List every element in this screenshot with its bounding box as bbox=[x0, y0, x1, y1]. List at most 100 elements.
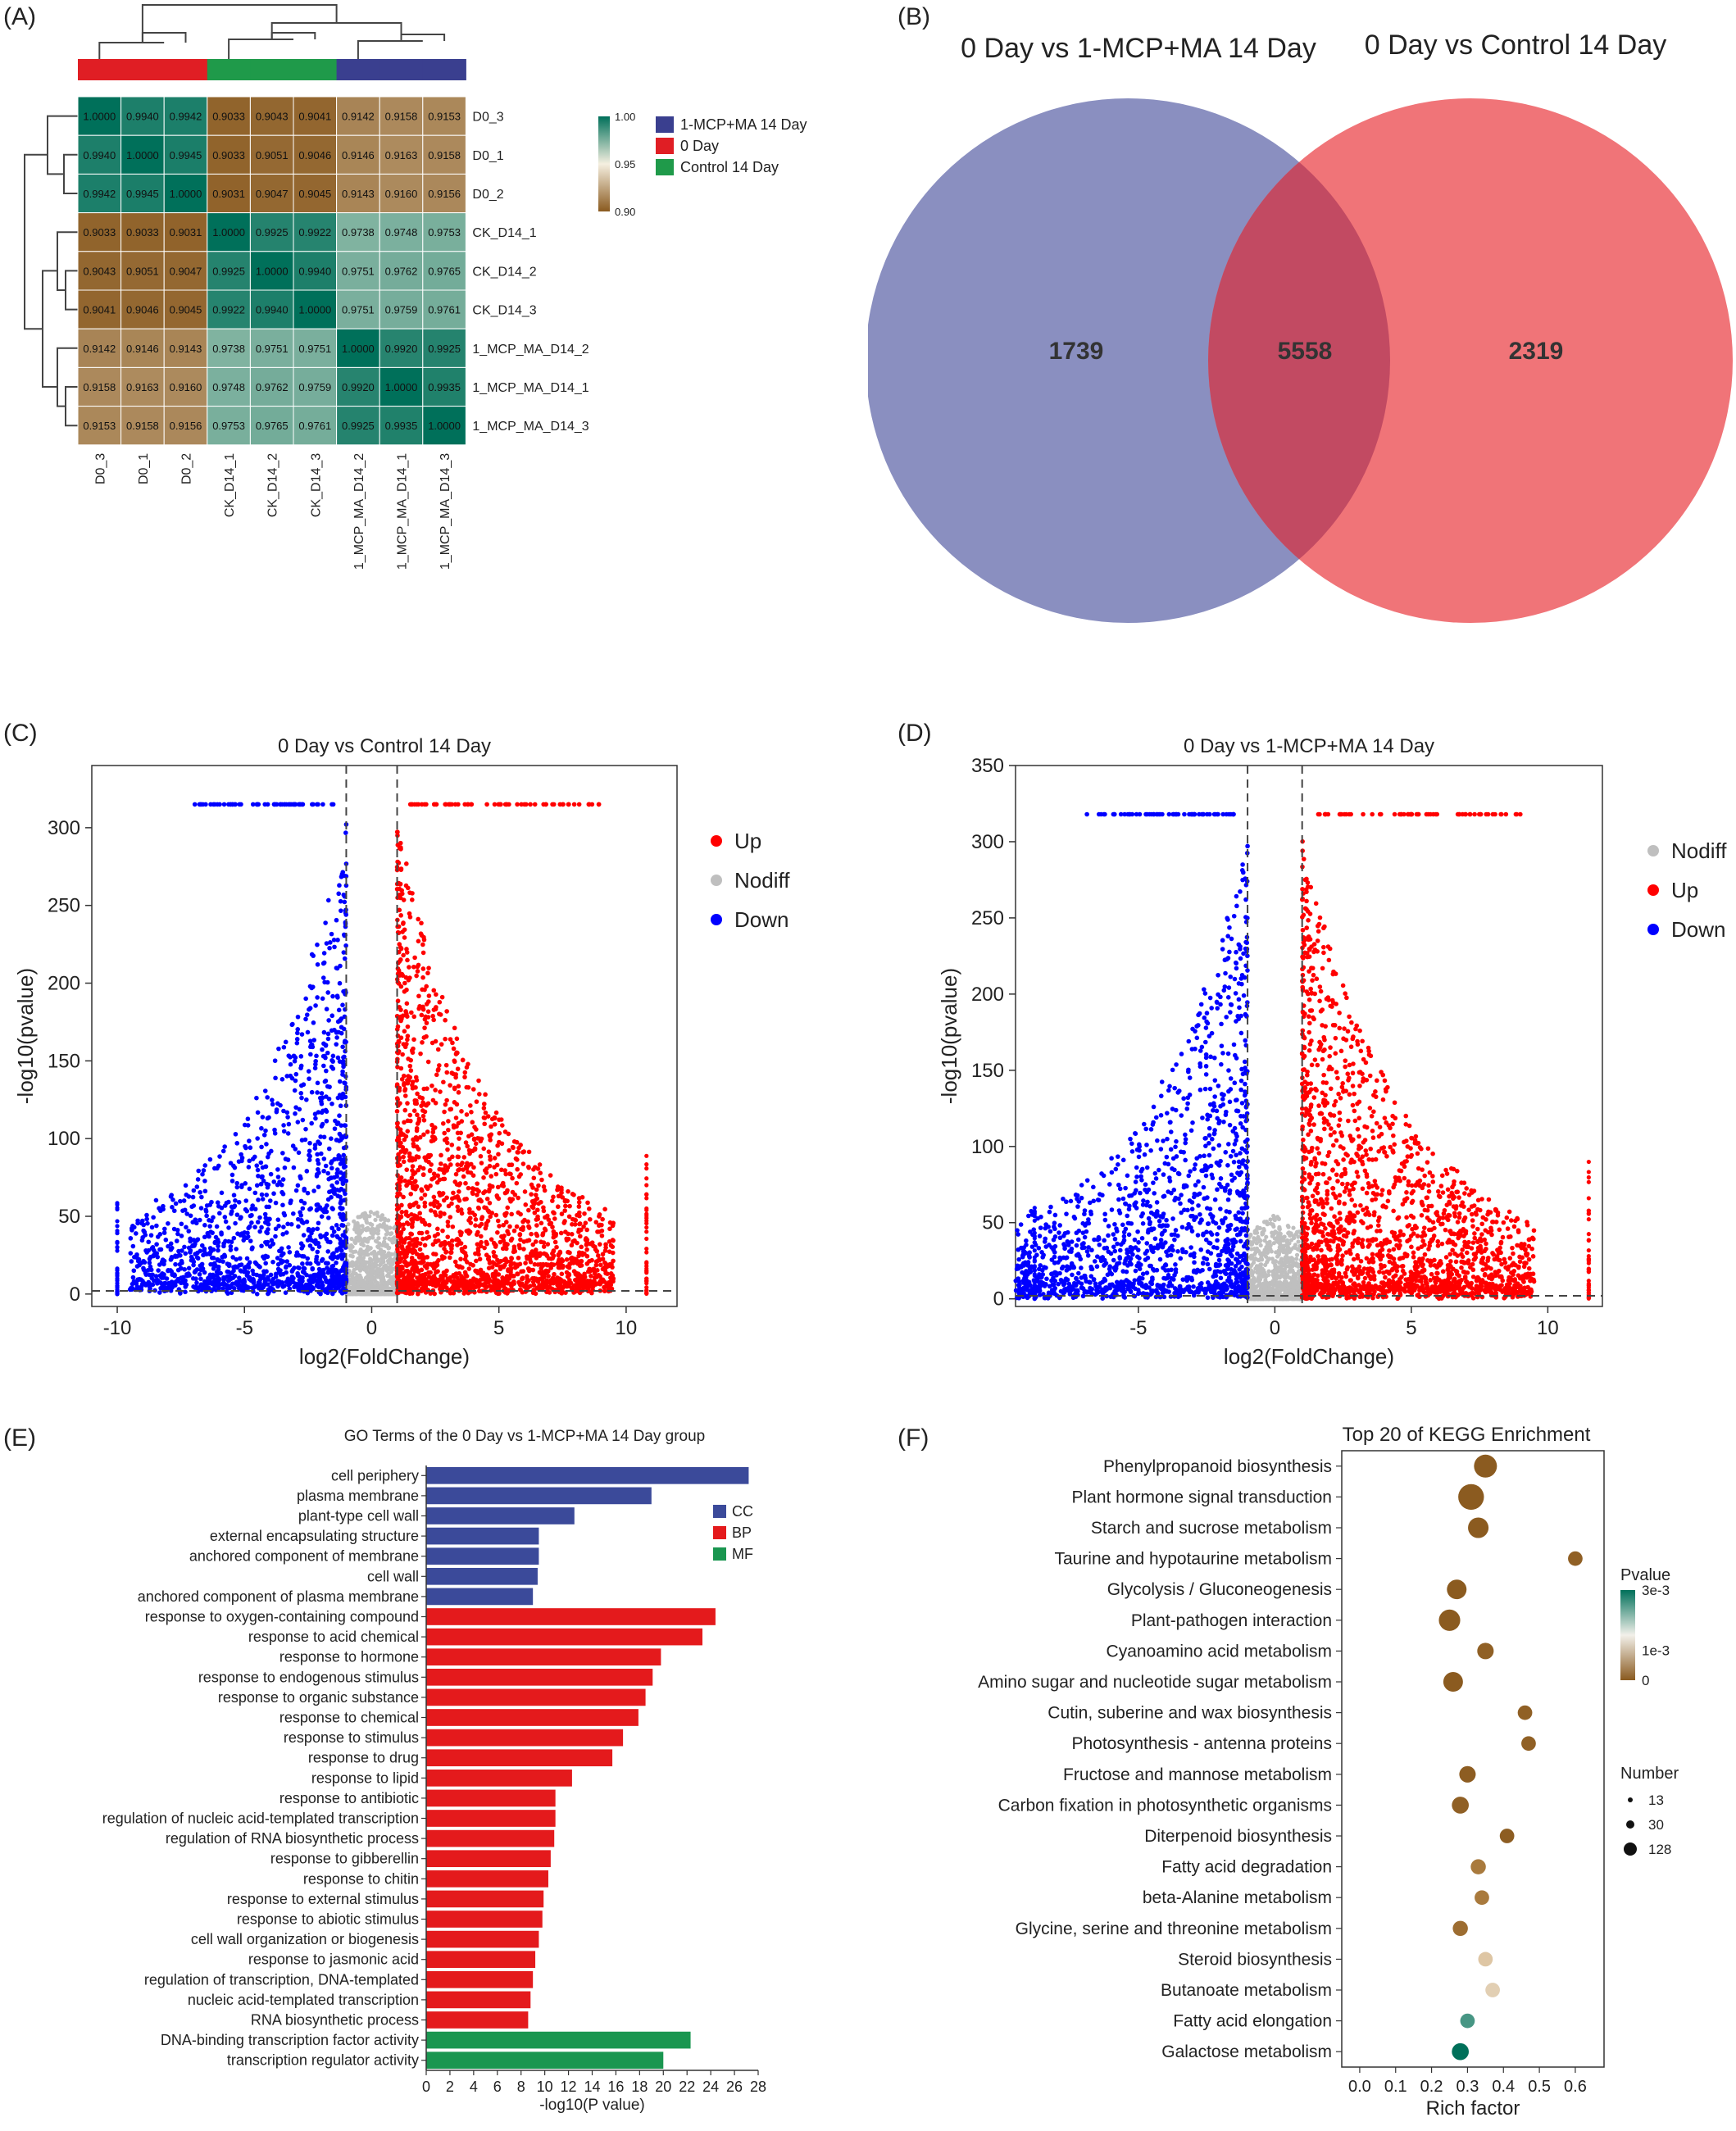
nodiff-point bbox=[361, 1256, 366, 1261]
up-point bbox=[429, 1083, 434, 1088]
up-point bbox=[398, 845, 403, 850]
up-point bbox=[519, 1276, 525, 1282]
down-point bbox=[268, 1171, 274, 1177]
panel-label-a: (A) bbox=[3, 3, 36, 30]
up-point bbox=[464, 1197, 469, 1202]
up-point bbox=[422, 1193, 428, 1197]
up-point bbox=[426, 1270, 431, 1275]
up-point bbox=[435, 1173, 440, 1179]
down-point bbox=[201, 1252, 206, 1258]
up-point bbox=[467, 1206, 472, 1212]
down-point bbox=[254, 1163, 260, 1168]
down-point bbox=[234, 1141, 240, 1146]
down-point bbox=[298, 1174, 302, 1179]
heatmap-cell bbox=[120, 251, 165, 291]
down-point bbox=[273, 1200, 279, 1206]
down-point bbox=[267, 1198, 273, 1203]
nodiff-point bbox=[386, 1260, 391, 1265]
nodiff-point bbox=[369, 1230, 375, 1235]
heatmap-cell-label: 0.9753 bbox=[212, 420, 245, 432]
heatmap-cell bbox=[422, 328, 466, 368]
down-point bbox=[166, 1284, 171, 1290]
down-point bbox=[309, 1238, 314, 1243]
panel-label-b: (B) bbox=[898, 3, 930, 30]
heatmap-cell-label: 0.9047 bbox=[170, 265, 202, 277]
down-point bbox=[151, 1278, 157, 1283]
up-point bbox=[566, 1265, 572, 1270]
nodiff-point bbox=[368, 1256, 373, 1261]
down-point bbox=[232, 1165, 238, 1170]
down-point bbox=[154, 1223, 159, 1229]
down-point bbox=[243, 1198, 249, 1203]
up-point bbox=[488, 1214, 493, 1220]
heatmap-col-label: D0_2 bbox=[180, 453, 194, 484]
up-point bbox=[426, 1222, 432, 1228]
up-point bbox=[470, 1210, 475, 1215]
up-point bbox=[644, 1291, 649, 1296]
heatmap-cell-label: 0.9046 bbox=[298, 149, 331, 161]
down-point bbox=[300, 1206, 306, 1211]
down-point bbox=[291, 1053, 297, 1059]
up-point bbox=[397, 892, 402, 897]
down-point bbox=[239, 1262, 244, 1267]
down-point bbox=[280, 1202, 285, 1208]
nodiff-point bbox=[360, 1283, 365, 1288]
up-point bbox=[564, 1256, 570, 1262]
down-point bbox=[277, 1179, 282, 1185]
up-point bbox=[560, 1265, 566, 1270]
up-point bbox=[525, 1274, 529, 1279]
up-point bbox=[396, 968, 402, 973]
down-point bbox=[319, 1151, 324, 1156]
heatmap-row-label: CK_D14_2 bbox=[472, 265, 536, 279]
heatmap-row-label: D0_1 bbox=[472, 149, 503, 163]
up-point bbox=[560, 1195, 566, 1200]
down-point bbox=[300, 802, 306, 807]
up-point bbox=[470, 1282, 476, 1288]
down-point bbox=[338, 963, 343, 969]
up-point bbox=[410, 897, 415, 902]
up-point bbox=[443, 1062, 449, 1068]
down-point bbox=[275, 1217, 281, 1222]
up-point bbox=[644, 1220, 649, 1226]
up-point bbox=[459, 1211, 465, 1216]
up-point bbox=[559, 1211, 565, 1216]
heatmap-col-label: D0_1 bbox=[137, 453, 151, 484]
up-point bbox=[510, 1175, 515, 1181]
up-point bbox=[644, 1260, 649, 1265]
up-point bbox=[505, 1205, 511, 1211]
heatmap-row-label: CK_D14_1 bbox=[472, 226, 536, 240]
up-point bbox=[495, 1279, 501, 1284]
down-point bbox=[231, 1193, 237, 1198]
up-point bbox=[569, 1255, 575, 1261]
up-point bbox=[644, 1196, 649, 1201]
down-point bbox=[219, 1190, 225, 1196]
down-point bbox=[233, 1264, 238, 1270]
down-point bbox=[182, 1279, 188, 1284]
down-point bbox=[217, 1211, 222, 1216]
heatmap-cell-label: 0.9748 bbox=[212, 381, 245, 393]
down-point bbox=[171, 1208, 177, 1214]
down-point bbox=[336, 1029, 342, 1035]
down-point bbox=[130, 1224, 135, 1229]
down-point bbox=[198, 1276, 203, 1282]
down-point bbox=[295, 1183, 301, 1188]
down-point bbox=[269, 1279, 275, 1284]
up-point bbox=[492, 1121, 498, 1127]
down-point bbox=[329, 1233, 335, 1238]
down-point bbox=[281, 1123, 286, 1128]
heatmap-cell bbox=[379, 366, 424, 407]
down-point bbox=[255, 1220, 261, 1225]
up-point bbox=[424, 1158, 429, 1163]
up-point bbox=[589, 1284, 594, 1289]
up-point bbox=[439, 1161, 443, 1166]
heatmap-cell bbox=[207, 212, 251, 252]
nodiff-point bbox=[372, 1252, 378, 1256]
down-point bbox=[329, 1266, 335, 1272]
down-point bbox=[202, 1179, 207, 1184]
up-point bbox=[520, 1149, 525, 1155]
heatmap-cell bbox=[120, 134, 165, 175]
nodiff-point bbox=[385, 1273, 390, 1278]
up-point bbox=[402, 1107, 408, 1113]
up-point bbox=[435, 1226, 440, 1232]
down-point bbox=[239, 1231, 244, 1236]
